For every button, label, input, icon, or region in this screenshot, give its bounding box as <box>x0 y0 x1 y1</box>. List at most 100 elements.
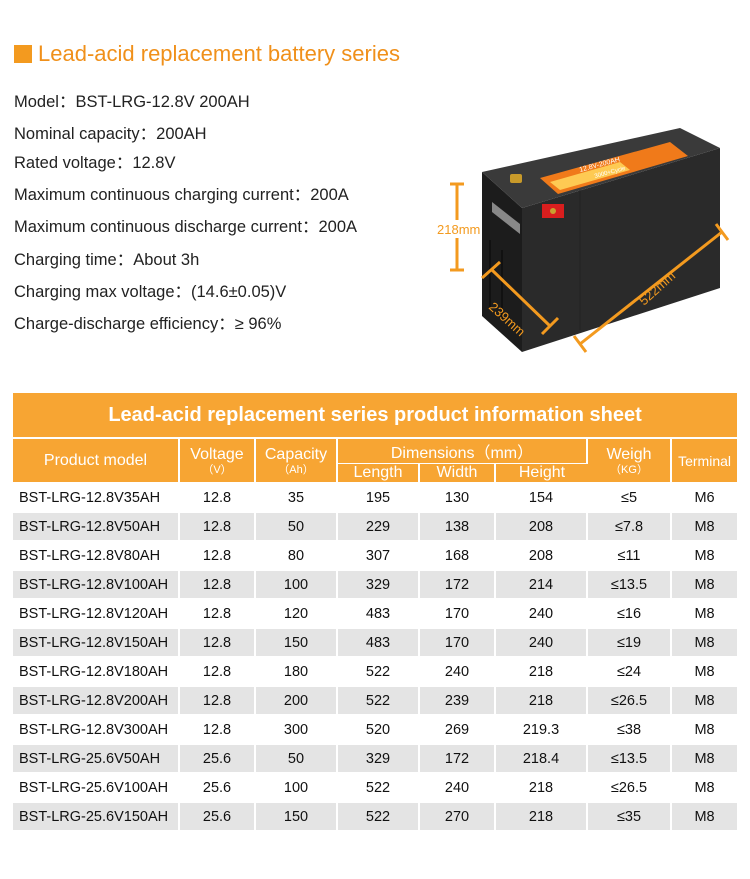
cell-weight: ≤19 <box>588 629 672 658</box>
spec-charging-time: Charging time：About 3h <box>14 251 200 269</box>
cell-voltage: 12.8 <box>180 484 256 513</box>
cell-capacity: 100 <box>256 571 338 600</box>
cell-width: 240 <box>420 658 496 687</box>
spec-nominal-capacity: Nominal capacity：200AH <box>14 125 207 143</box>
header-capacity: Capacity （Ah） <box>256 439 338 484</box>
cell-voltage: 25.6 <box>180 803 256 832</box>
cell-weight: ≤11 <box>588 542 672 571</box>
length-dimension-line <box>579 230 723 346</box>
header-width: Width <box>420 464 496 484</box>
cell-width: 172 <box>420 571 496 600</box>
cell-model: BST-LRG-12.8V35AH <box>13 484 180 513</box>
cell-voltage: 12.8 <box>180 716 256 745</box>
cell-model: BST-LRG-12.8V180AH <box>13 658 180 687</box>
cell-width: 130 <box>420 484 496 513</box>
cell-capacity: 150 <box>256 629 338 658</box>
spec-max-charging-current: Maximum continuous charging current：200A <box>14 186 349 204</box>
cell-weight: ≤26.5 <box>588 687 672 716</box>
cell-width: 168 <box>420 542 496 571</box>
heading-bullet <box>14 45 32 63</box>
product-table-container: Lead-acid replacement series product inf… <box>13 393 738 832</box>
cell-length: 483 <box>338 629 420 658</box>
cell-capacity: 200 <box>256 687 338 716</box>
cell-voltage: 12.8 <box>180 571 256 600</box>
cell-model: BST-LRG-12.8V120AH <box>13 600 180 629</box>
cell-terminal: M8 <box>672 571 738 600</box>
cell-length: 307 <box>338 542 420 571</box>
table-row: BST-LRG-12.8V150AH 12.8 150 483 170 240 ≤19 M8 <box>13 629 738 658</box>
cell-voltage: 25.6 <box>180 745 256 774</box>
heading-title: Lead-acid replacement battery series <box>38 41 400 66</box>
table-body: BST-LRG-12.8V35AH 12.8 35 195 130 154 ≤5 M6 BST-… <box>13 484 738 832</box>
cell-weight: ≤26.5 <box>588 774 672 803</box>
spec-model: Model：BST-LRG-12.8V 200AH <box>14 93 250 111</box>
cell-model: BST-LRG-12.8V200AH <box>13 687 180 716</box>
cell-capacity: 150 <box>256 803 338 832</box>
cell-terminal: M8 <box>672 629 738 658</box>
cell-length: 329 <box>338 745 420 774</box>
cell-weight: ≤5 <box>588 484 672 513</box>
cell-weight: ≤24 <box>588 658 672 687</box>
cell-terminal: M8 <box>672 716 738 745</box>
cell-height: 240 <box>496 600 588 629</box>
cell-weight: ≤7.8 <box>588 513 672 542</box>
cell-model: BST-LRG-25.6V100AH <box>13 774 180 803</box>
cell-length: 229 <box>338 513 420 542</box>
cell-model: BST-LRG-12.8V100AH <box>13 571 180 600</box>
cell-weight: ≤13.5 <box>588 571 672 600</box>
table-row: BST-LRG-25.6V100AH 25.6 100 522 240 218 ≤26.5 M… <box>13 774 738 803</box>
cell-model: BST-LRG-12.8V150AH <box>13 629 180 658</box>
cell-height: 208 <box>496 513 588 542</box>
cell-capacity: 180 <box>256 658 338 687</box>
cell-voltage: 12.8 <box>180 629 256 658</box>
cell-height: 218 <box>496 803 588 832</box>
table-row: BST-LRG-12.8V35AH 12.8 35 195 130 154 ≤5 M6 <box>13 484 738 513</box>
cell-model: BST-LRG-12.8V300AH <box>13 716 180 745</box>
cell-length: 522 <box>338 774 420 803</box>
table-row: BST-LRG-12.8V80AH 12.8 80 307 168 208 ≤11 M8 <box>13 542 738 571</box>
cell-capacity: 50 <box>256 513 338 542</box>
cell-terminal: M6 <box>672 484 738 513</box>
cell-height: 154 <box>496 484 588 513</box>
battery-image: 12.8V-200AH 3000+Cycle 218mm 239mm 522mm <box>434 128 730 353</box>
table-row: BST-LRG-12.8V120AH 12.8 120 483 170 240 ≤16 M8 <box>13 600 738 629</box>
cell-width: 270 <box>420 803 496 832</box>
table-row: BST-LRG-25.6V50AH 25.6 50 329 172 218.4 ≤13.5 M… <box>13 745 738 774</box>
header-product-model: Product model <box>13 439 180 484</box>
cell-voltage: 12.8 <box>180 542 256 571</box>
cell-model: BST-LRG-25.6V150AH <box>13 803 180 832</box>
cell-capacity: 300 <box>256 716 338 745</box>
cell-height: 218 <box>496 687 588 716</box>
cell-terminal: M8 <box>672 774 738 803</box>
table-row: BST-LRG-25.6V150AH 25.6 150 522 270 218 ≤35 M8 <box>13 803 738 832</box>
header-terminal: Terminal <box>672 439 738 484</box>
cell-width: 269 <box>420 716 496 745</box>
table-row: BST-LRG-12.8V50AH 12.8 50 229 138 208 ≤7.8 M8 <box>13 513 738 542</box>
cell-height: 214 <box>496 571 588 600</box>
cell-voltage: 25.6 <box>180 774 256 803</box>
cell-weight: ≤35 <box>588 803 672 832</box>
cell-width: 170 <box>420 629 496 658</box>
height-label: 218mm <box>437 222 480 237</box>
cell-height: 218 <box>496 658 588 687</box>
cell-weight: ≤16 <box>588 600 672 629</box>
cell-length: 522 <box>338 803 420 832</box>
header-voltage: Voltage （V） <box>180 439 256 484</box>
cell-model: BST-LRG-12.8V50AH <box>13 513 180 542</box>
section-heading: Lead-acid replacement battery series <box>14 40 400 68</box>
cell-width: 240 <box>420 774 496 803</box>
cell-length: 483 <box>338 600 420 629</box>
cell-capacity: 80 <box>256 542 338 571</box>
cell-height: 218.4 <box>496 745 588 774</box>
cell-voltage: 12.8 <box>180 658 256 687</box>
cell-voltage: 12.8 <box>180 513 256 542</box>
cell-width: 138 <box>420 513 496 542</box>
cell-length: 522 <box>338 658 420 687</box>
cell-length: 522 <box>338 687 420 716</box>
spec-rated-voltage: Rated voltage：12.8V <box>14 154 176 172</box>
header-dimensions: Dimensions（mm） <box>338 439 588 464</box>
cell-model: BST-LRG-12.8V80AH <box>13 542 180 571</box>
cell-capacity: 35 <box>256 484 338 513</box>
table-row: BST-LRG-12.8V200AH 12.8 200 522 239 218 ≤26.5 M… <box>13 687 738 716</box>
cell-height: 208 <box>496 542 588 571</box>
